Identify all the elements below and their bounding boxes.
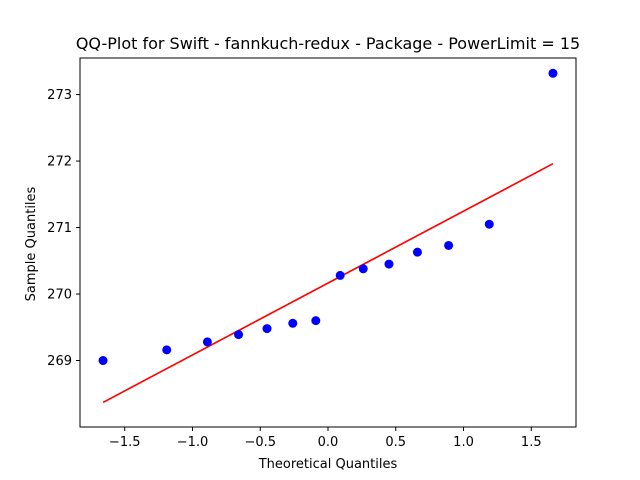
data-point [412,247,422,257]
plot-frame [79,57,577,428]
data-point [234,330,244,340]
x-tick-label: 1.5 [521,435,542,450]
x-axis-label: Theoretical Quantiles [258,457,398,472]
plot-area [98,68,558,404]
y-tick-label: 273 [47,88,72,103]
data-point [262,324,272,334]
data-point [484,219,494,229]
axis-ticks: −1.5 −1.0 −0.5 0.0 0.5 1.0 1.5 269 270 271 272 273 [47,88,541,450]
data-point [548,68,558,78]
y-axis-label: Sample Quantiles [24,186,39,301]
data-point [444,240,454,250]
x-tick-label: 0.0 [318,435,339,450]
data-point [98,356,108,366]
y-tick-label: 272 [47,155,72,170]
chart-title: QQ-Plot for Swift - fannkuch-redux - Pac… [76,34,580,53]
data-point [202,337,212,347]
data-point [384,259,394,269]
data-point [335,270,345,280]
data-point [358,264,368,274]
data-point [311,316,321,326]
y-tick-label: 271 [47,221,72,236]
y-tick-label: 269 [47,354,72,369]
x-tick-label: −0.5 [244,435,276,450]
data-point [162,345,172,355]
x-tick-label: 0.5 [385,435,406,450]
fit-line [102,163,554,404]
x-tick-label: −1.0 [177,435,209,450]
x-tick-label: −1.5 [109,435,141,450]
x-tick-label: 1.0 [453,435,474,450]
y-tick-label: 270 [47,288,72,303]
data-point [288,318,298,328]
